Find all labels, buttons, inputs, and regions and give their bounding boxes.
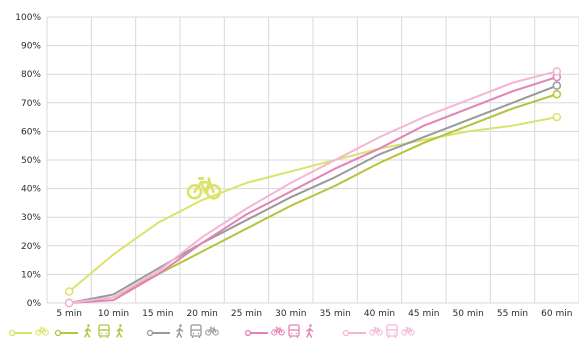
- y-tick-label: 20%: [21, 242, 41, 252]
- legend-item-4: [244, 324, 314, 338]
- start-marker: [64, 298, 74, 308]
- legend-item-3: [146, 324, 219, 338]
- x-tick-label: 40 min: [364, 309, 395, 319]
- legend-item-1: [8, 326, 49, 337]
- x-tick-label: 15 min: [142, 309, 173, 319]
- y-tick-label: 0%: [27, 299, 42, 309]
- end-marker: [552, 81, 562, 90]
- legend-item-2: [54, 324, 124, 338]
- series-1: [64, 112, 562, 296]
- series-line: [68, 84, 558, 304]
- bus-icon: [288, 324, 300, 338]
- end-marker: [552, 67, 562, 76]
- walk-icon: [116, 324, 124, 338]
- bicycle-icon: [186, 177, 222, 200]
- x-tick-label: 55 min: [497, 309, 528, 319]
- y-tick-label: 60%: [21, 127, 41, 137]
- bicycle-icon: [401, 326, 415, 336]
- bus-icon: [386, 324, 398, 338]
- y-tick-label: 50%: [21, 156, 41, 166]
- x-tick-label: 5 min: [56, 309, 82, 319]
- legend-marker: [342, 329, 350, 337]
- y-tick-label: 80%: [21, 70, 41, 80]
- series-line: [69, 76, 558, 304]
- legend-item-5: [342, 324, 415, 338]
- bus-icon: [98, 324, 110, 338]
- walk-icon: [176, 324, 184, 338]
- end-marker: [552, 89, 562, 99]
- series-line: [69, 70, 558, 304]
- x-tick-label: 10 min: [98, 309, 129, 319]
- series-5: [64, 67, 562, 308]
- x-tick-label: 30 min: [275, 309, 306, 319]
- start-marker: [64, 287, 74, 296]
- y-tick-label: 70%: [21, 99, 41, 109]
- series-line: [68, 116, 558, 293]
- legend-marker: [146, 329, 154, 337]
- x-axis-ticks: 5 min 10 min 15 min 20 min 25 min 30 min 35 mi…: [56, 309, 572, 319]
- walk-icon: [84, 324, 92, 338]
- end-marker: [552, 112, 562, 122]
- bicycle-annotation-icon: [186, 177, 222, 200]
- y-tick-label: 30%: [21, 213, 41, 223]
- x-tick-label: 25 min: [231, 309, 262, 319]
- legend-marker: [8, 329, 16, 337]
- x-tick-label: 45 min: [408, 309, 439, 319]
- y-tick-label: 10%: [21, 270, 41, 280]
- y-tick-label: 100%: [15, 13, 41, 23]
- bicycle-icon: [271, 326, 285, 336]
- y-axis-ticks: 0% 10% 20% 30% 40% 50% 60% 70% 80% 90% 100%: [15, 13, 41, 309]
- series-lines: [64, 67, 562, 308]
- bus-icon: [190, 324, 202, 338]
- bicycle-icon: [205, 326, 219, 336]
- walk-icon: [306, 324, 314, 338]
- x-tick-label: 60 min: [541, 309, 572, 319]
- grid-lines: [46, 16, 579, 304]
- y-tick-label: 40%: [21, 185, 41, 195]
- x-tick-label: 20 min: [187, 309, 218, 319]
- y-tick-label: 90%: [21, 42, 41, 52]
- x-tick-label: 35 min: [320, 309, 351, 319]
- bicycle-icon: [35, 326, 49, 336]
- bicycle-icon: [369, 326, 383, 336]
- legend: [8, 324, 415, 338]
- legend-marker: [244, 329, 252, 337]
- legend-marker: [54, 329, 62, 337]
- x-tick-label: 50 min: [453, 309, 484, 319]
